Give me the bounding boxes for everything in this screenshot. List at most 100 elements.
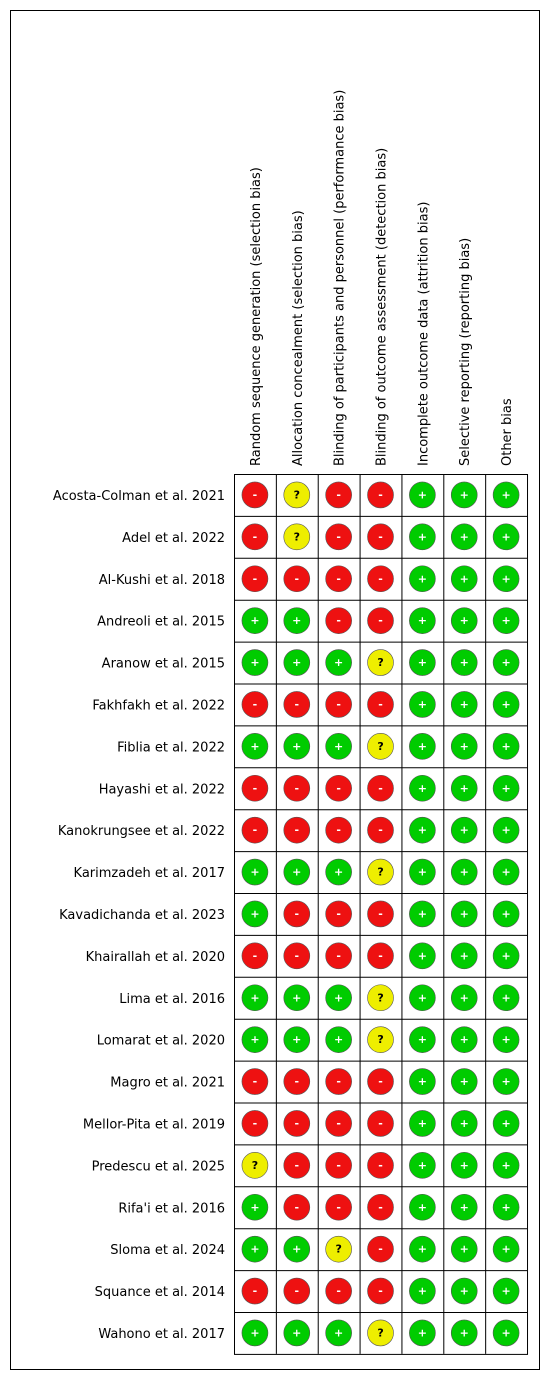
judgment-circle bbox=[409, 1193, 436, 1221]
judgment-circle bbox=[409, 816, 436, 844]
study-label: Kanokrungsee et al. 2022 bbox=[58, 824, 225, 839]
judgment-circle bbox=[450, 900, 478, 928]
judgment-circle bbox=[367, 1152, 394, 1179]
judgment-circle bbox=[241, 481, 269, 509]
judgment-symbol: + bbox=[418, 1285, 427, 1298]
judgment-symbol: + bbox=[250, 1201, 259, 1214]
judgment-circle bbox=[283, 900, 311, 928]
judgment-circle bbox=[450, 1110, 478, 1137]
judgment-symbol: + bbox=[460, 1201, 469, 1214]
judgment-symbol: + bbox=[501, 1117, 510, 1130]
column-header: Incomplete outcome data (attrition bias) bbox=[416, 202, 431, 466]
judgment-symbol: - bbox=[295, 698, 300, 711]
judgment-symbol: ? bbox=[377, 1326, 383, 1339]
judgment-symbol: + bbox=[250, 740, 259, 753]
judgment-circle bbox=[325, 1235, 352, 1263]
judgment-symbol: + bbox=[501, 1243, 510, 1256]
study-label: Magro et al. 2021 bbox=[110, 1076, 225, 1091]
judgment-symbol: - bbox=[378, 572, 383, 585]
judgment-circle bbox=[367, 607, 394, 634]
judgment-symbol: + bbox=[418, 1201, 427, 1214]
judgment-circle bbox=[492, 1110, 520, 1137]
judgment-symbol: + bbox=[418, 572, 427, 585]
judgment-circle bbox=[241, 1110, 269, 1137]
judgment-circle bbox=[492, 1319, 520, 1347]
judgment-symbol: - bbox=[336, 488, 341, 501]
judgment-symbol: + bbox=[460, 1159, 469, 1172]
judgment-circle bbox=[492, 649, 520, 676]
judgment-symbol: + bbox=[250, 1033, 259, 1046]
judgment-symbol: + bbox=[418, 698, 427, 711]
judgment-symbol: - bbox=[378, 1243, 383, 1256]
judgment-circle bbox=[492, 984, 520, 1012]
judgment-circle bbox=[367, 733, 394, 760]
judgment-symbol: - bbox=[378, 1201, 383, 1214]
judgment-circle bbox=[492, 858, 520, 886]
judgment-circle bbox=[241, 523, 269, 551]
judgment-symbol: + bbox=[460, 907, 469, 920]
judgment-symbol: - bbox=[253, 1285, 258, 1298]
judgment-symbol: + bbox=[501, 656, 510, 669]
judgment-circle bbox=[409, 691, 436, 718]
judgment-symbol: + bbox=[501, 782, 510, 795]
judgment-symbol: + bbox=[292, 1033, 301, 1046]
judgment-circle bbox=[283, 1026, 311, 1053]
judgment-symbol: + bbox=[292, 740, 301, 753]
judgment-circle bbox=[283, 816, 311, 844]
study-label: Acosta-Colman et al. 2021 bbox=[53, 489, 225, 504]
judgment-circle bbox=[450, 858, 478, 886]
judgment-symbol: + bbox=[418, 1243, 427, 1256]
judgment-circle bbox=[367, 984, 394, 1012]
judgment-symbol: + bbox=[501, 991, 510, 1004]
judgment-circle bbox=[450, 481, 478, 509]
judgment-circle bbox=[409, 607, 436, 634]
judgment-circle bbox=[325, 1110, 352, 1137]
judgment-circle bbox=[409, 942, 436, 970]
judgment-symbol: + bbox=[501, 572, 510, 585]
judgment-circle bbox=[367, 649, 394, 676]
judgment-symbol: + bbox=[460, 866, 469, 879]
judgment-circle bbox=[325, 1026, 352, 1053]
judgment-symbol: - bbox=[336, 698, 341, 711]
judgment-symbol: - bbox=[336, 907, 341, 920]
judgment-symbol: + bbox=[334, 866, 343, 879]
judgment-circle bbox=[283, 649, 311, 676]
judgment-symbol: + bbox=[418, 866, 427, 879]
judgment-circle bbox=[241, 1068, 269, 1095]
judgment-circle bbox=[283, 1110, 311, 1137]
judgment-symbol: + bbox=[334, 740, 343, 753]
judgment-circle bbox=[325, 816, 352, 844]
judgment-circle bbox=[450, 1319, 478, 1347]
judgment-circle bbox=[283, 1068, 311, 1095]
judgment-symbol: - bbox=[336, 949, 341, 962]
judgment-symbol: + bbox=[460, 698, 469, 711]
judgment-symbol: - bbox=[253, 782, 258, 795]
judgment-symbol: + bbox=[460, 991, 469, 1004]
judgment-symbol: ? bbox=[377, 1033, 383, 1046]
judgment-circle bbox=[450, 1026, 478, 1053]
judgment-circle bbox=[492, 1152, 520, 1179]
judgment-symbol: - bbox=[295, 824, 300, 837]
judgment-symbol: + bbox=[250, 907, 259, 920]
judgment-circle bbox=[367, 1026, 394, 1053]
judgment-symbol: + bbox=[501, 1326, 510, 1339]
judgment-symbol: - bbox=[295, 1201, 300, 1214]
judgment-symbol: + bbox=[501, 698, 510, 711]
judgment-symbol: - bbox=[295, 907, 300, 920]
judgment-symbol: - bbox=[336, 1159, 341, 1172]
judgment-symbol: - bbox=[295, 1159, 300, 1172]
judgment-symbol: + bbox=[460, 1033, 469, 1046]
judgment-circle bbox=[283, 942, 311, 970]
judgment-symbol: + bbox=[460, 572, 469, 585]
judgment-circle bbox=[409, 1068, 436, 1095]
judgment-symbol: + bbox=[292, 866, 301, 879]
judgment-circle bbox=[492, 1193, 520, 1221]
judgment-symbol: + bbox=[418, 1033, 427, 1046]
judgment-circle bbox=[450, 1068, 478, 1095]
judgment-symbol: - bbox=[378, 824, 383, 837]
judgment-circle bbox=[409, 1277, 436, 1305]
judgment-symbol: + bbox=[418, 1326, 427, 1339]
judgment-circle bbox=[367, 774, 394, 802]
judgment-circle bbox=[283, 481, 311, 509]
judgment-circle bbox=[241, 1319, 269, 1347]
